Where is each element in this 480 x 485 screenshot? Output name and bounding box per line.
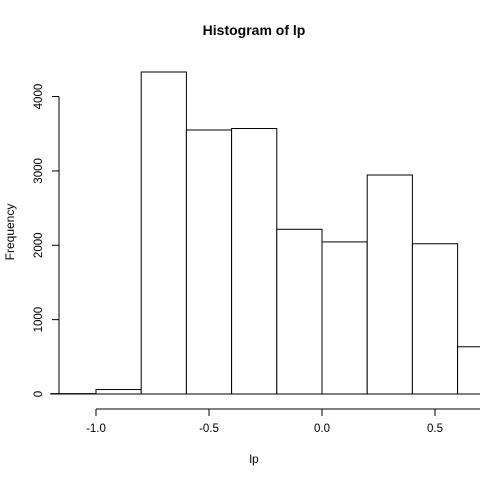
x-tick-label: -1.0 <box>86 423 106 435</box>
histogram-bar <box>277 229 322 394</box>
histogram-bar <box>141 72 186 394</box>
y-tick-label: 2000 <box>33 232 45 258</box>
histogram-bar <box>96 390 141 394</box>
histogram-bar <box>367 175 412 394</box>
x-tick-label: 0.0 <box>314 423 330 435</box>
x-axis: -1.0-0.50.00.51.01.52.0 <box>86 409 480 435</box>
x-axis-label: lp <box>249 452 259 466</box>
y-tick-label: 3000 <box>33 158 45 184</box>
bars-group <box>51 72 480 394</box>
x-tick-label: -0.5 <box>199 423 219 435</box>
y-tick-label: 4000 <box>33 84 45 110</box>
y-tick-label: 0 <box>33 391 45 397</box>
histogram-bar <box>322 242 367 394</box>
y-axis: 0 1000 2000 3000 4000 <box>33 84 59 397</box>
histogram-bar <box>232 129 277 394</box>
y-axis-label: Frequency <box>3 204 17 261</box>
y-tick-label: 1000 <box>33 307 45 333</box>
histogram-bar <box>412 244 457 394</box>
x-tick-label: 0.5 <box>427 423 443 435</box>
chart-title: Histogram of lp <box>203 22 306 38</box>
histogram-bar <box>186 130 231 394</box>
histogram-bar <box>458 347 480 394</box>
